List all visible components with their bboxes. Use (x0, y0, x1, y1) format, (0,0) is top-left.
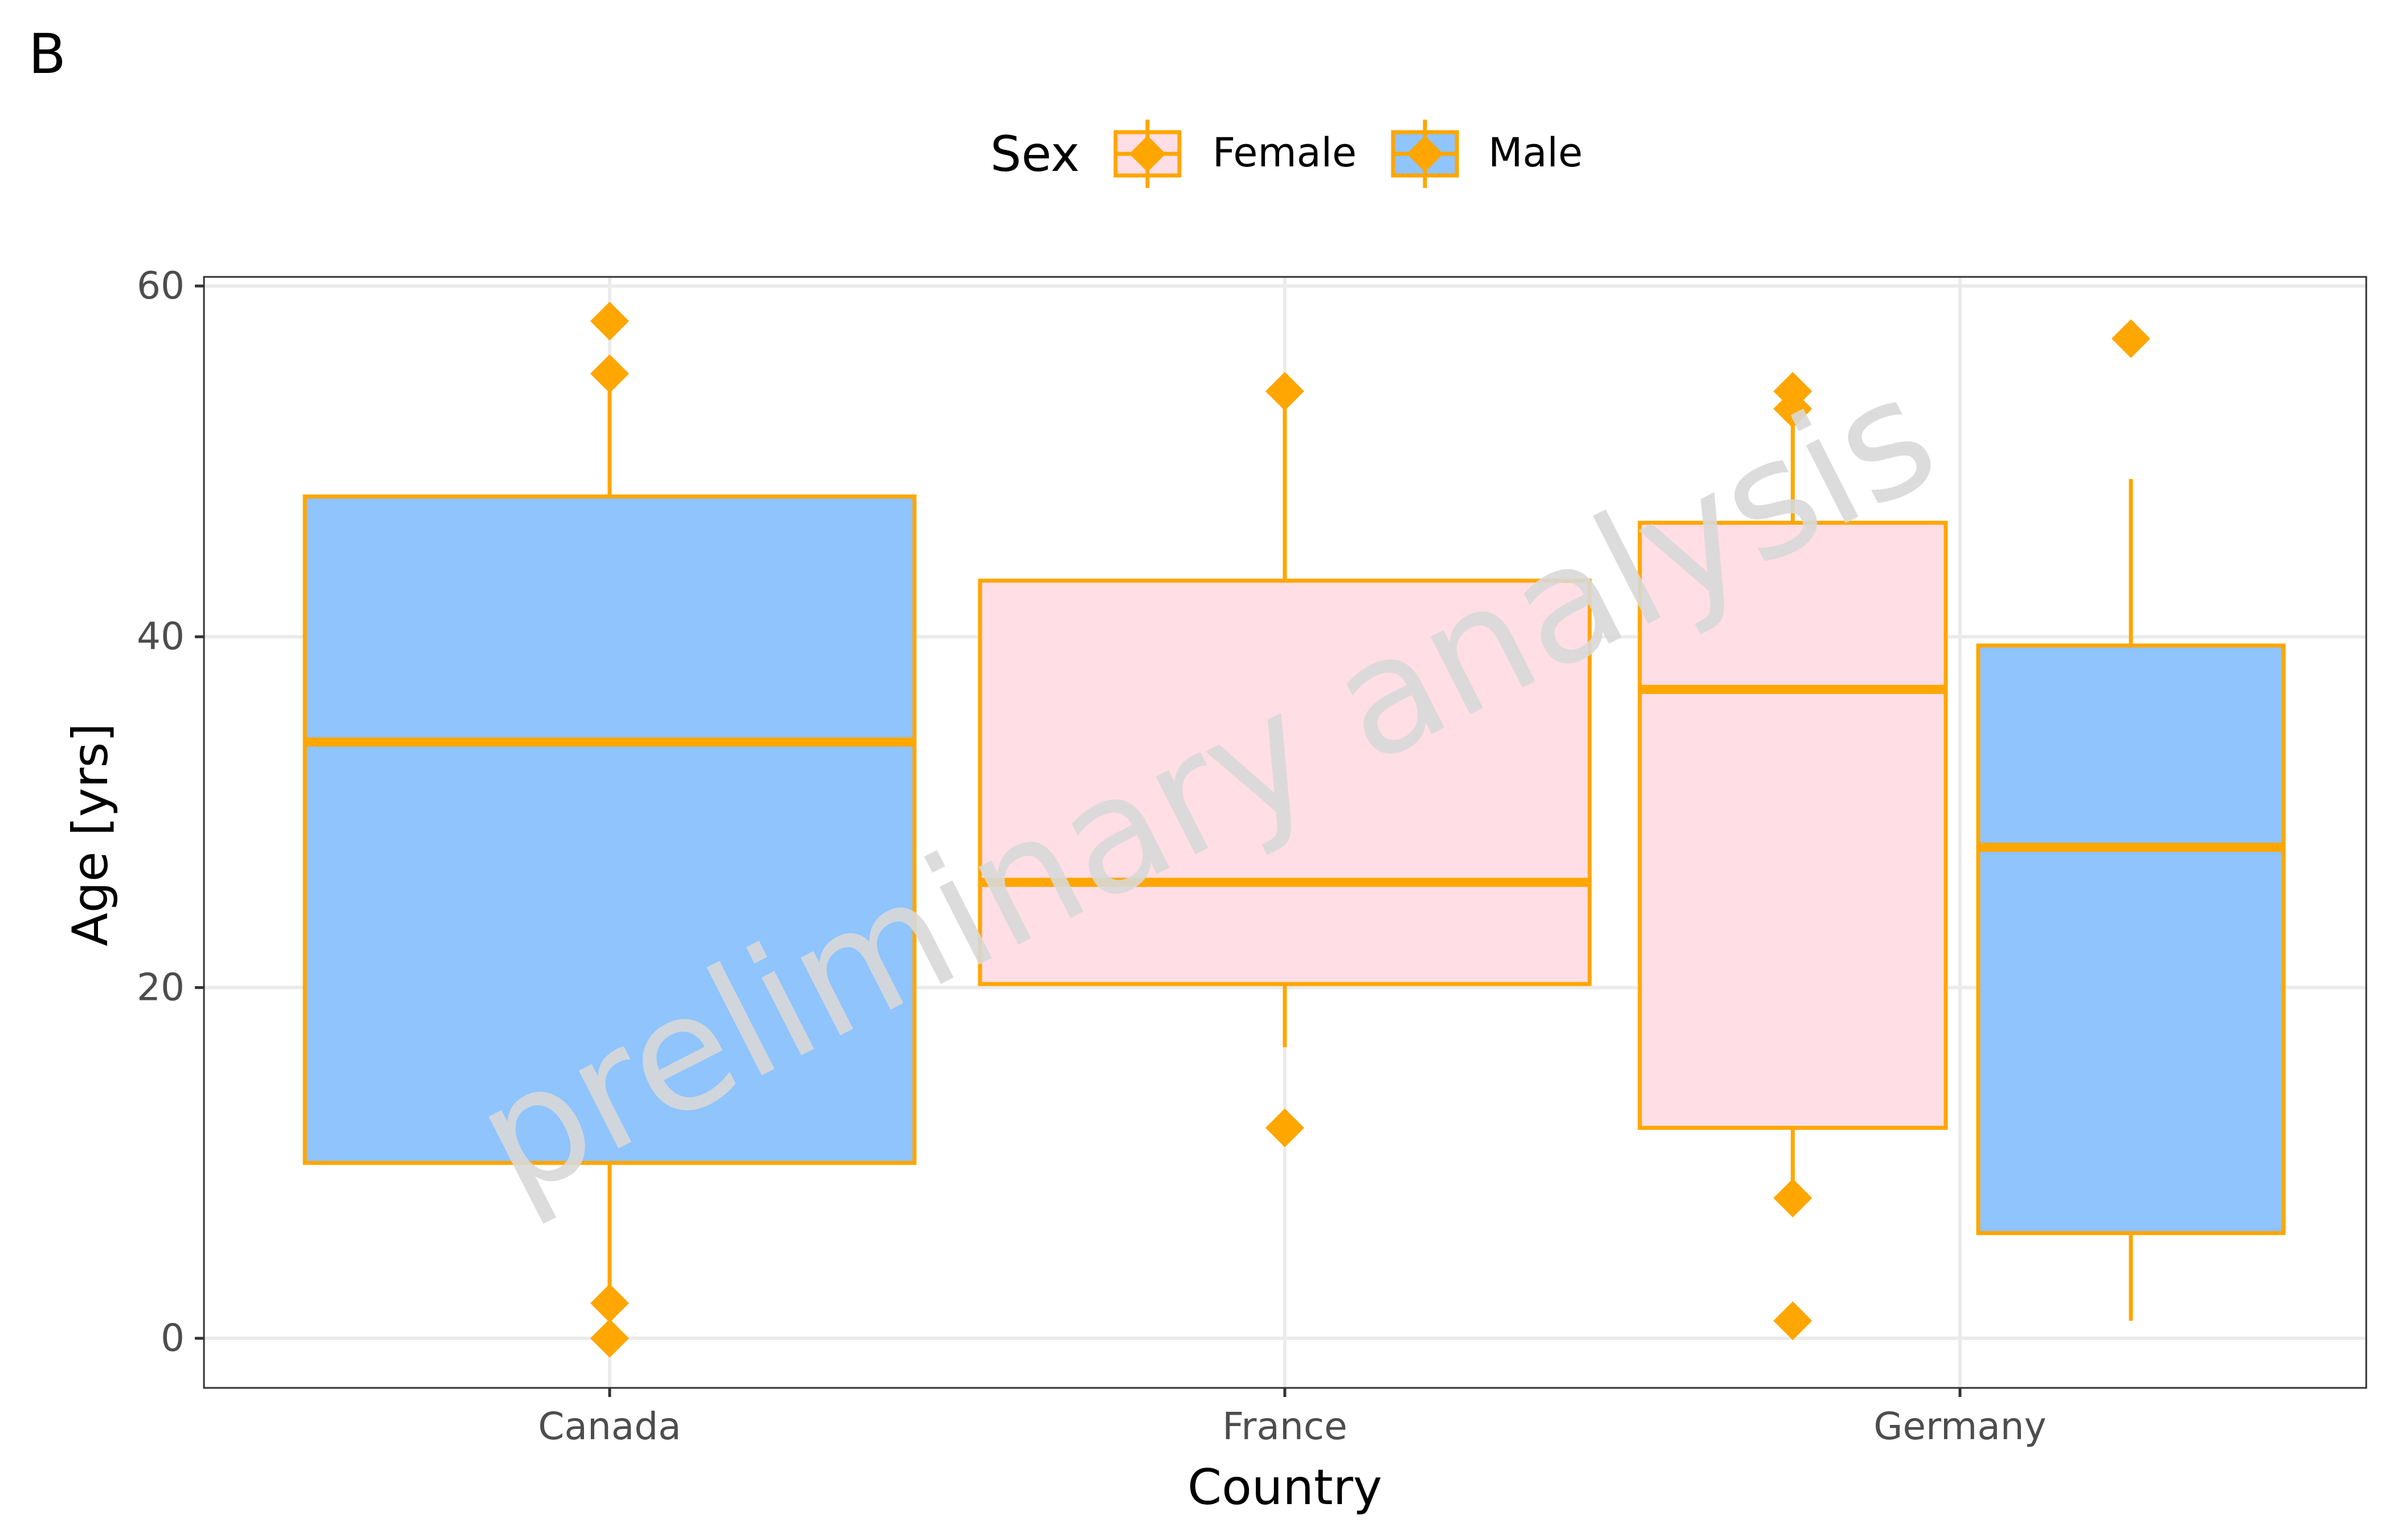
y-tick-label: 0 (161, 1316, 185, 1360)
axes: 0 20 40 60 Canada France Germany (137, 264, 2047, 1448)
outlier-point (1265, 1108, 1304, 1147)
outlier-point (590, 1319, 629, 1358)
outlier-point (2112, 319, 2150, 358)
x-tick-label: Germany (1873, 1404, 2046, 1448)
y-tick-label: 60 (137, 264, 185, 308)
legend-label: Female (1212, 129, 1357, 176)
outlier-point (1773, 389, 1812, 428)
legend: Sex Female Male (990, 120, 1583, 188)
boxes (303, 301, 2286, 1358)
legend-key-point (1129, 136, 1166, 172)
panel-label: B (28, 22, 66, 86)
box-france-female (978, 371, 1592, 1147)
legend-title: Sex (990, 126, 1080, 183)
legend-items: Female Male (1113, 120, 1583, 188)
outlier-point (1773, 1301, 1812, 1341)
y-tick-label: 40 (137, 615, 185, 659)
outlier-point (590, 354, 629, 393)
outlier-point (1773, 1178, 1812, 1218)
x-axis-title: Country (1187, 1459, 1382, 1516)
outlier-point (590, 301, 629, 341)
legend-key-point (1407, 136, 1443, 172)
box-body (1637, 521, 1948, 1130)
box-canada-male (303, 301, 917, 1358)
box-body (303, 494, 917, 1165)
y-axis-title: Age [yrs] (62, 723, 119, 946)
x-tick-label: Canada (538, 1404, 681, 1448)
x-tick-label: France (1222, 1404, 1347, 1448)
outlier-point (1265, 371, 1304, 411)
legend-label: Male (1488, 129, 1583, 176)
box-body (978, 578, 1592, 986)
box-body (1976, 643, 2286, 1235)
legend-item-male: Male (1391, 120, 1583, 188)
box-germany-female (1637, 371, 1948, 1341)
box-germany-male (1976, 319, 2286, 1321)
y-tick-label: 20 (137, 965, 185, 1009)
legend-item-female: Female (1113, 120, 1357, 188)
outlier-point (590, 1284, 629, 1323)
